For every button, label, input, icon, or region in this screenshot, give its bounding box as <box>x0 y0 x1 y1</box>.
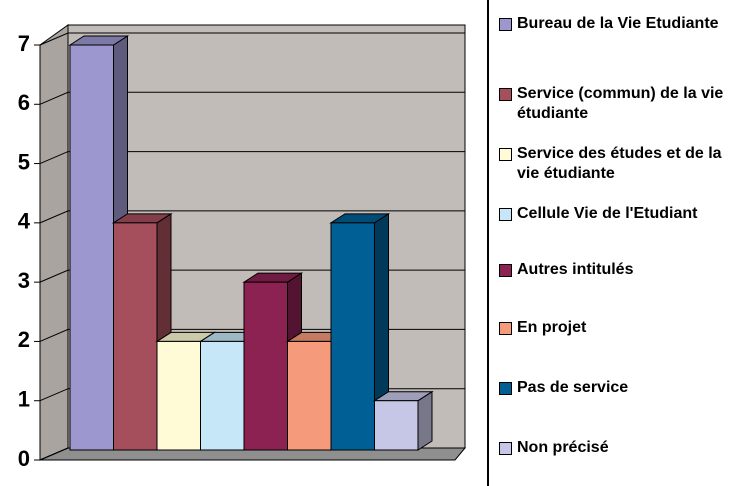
bar <box>372 390 434 451</box>
legend-label: Bureau de la Vie Etudiante <box>517 15 719 32</box>
bar-side <box>417 390 433 451</box>
legend-label: Autres intitulés <box>517 261 634 278</box>
grid-line <box>39 91 465 105</box>
bar-front <box>113 222 158 451</box>
legend-entry: En projet <box>499 318 731 338</box>
bar-front <box>200 340 245 451</box>
legend-label: Service des études et de la vie étudiant… <box>517 145 722 182</box>
legend-swatch <box>499 18 512 31</box>
y-tick-label: 3 <box>18 268 30 293</box>
legend-entry: Bureau de la Vie Etudiante <box>499 14 731 34</box>
legend-entry: Non précisé <box>499 438 731 458</box>
legend-swatch <box>499 88 512 101</box>
y-tick-label: 7 <box>18 31 30 56</box>
bar-front <box>156 340 201 451</box>
legend-swatch <box>499 148 512 161</box>
bar-front <box>243 281 288 451</box>
legend-swatch <box>499 322 512 335</box>
legend-entry: Cellule Vie de l'Etudiant <box>499 204 731 224</box>
bar <box>329 212 391 451</box>
legend-swatch <box>499 208 512 221</box>
legend-entry: Service (commun) de la vie étudiante <box>499 84 731 124</box>
legend-label: En projet <box>517 319 587 336</box>
y-tick-label: 2 <box>18 327 30 352</box>
legend-label: Cellule Vie de l'Etudiant <box>517 205 698 222</box>
legend-label: Pas de service <box>517 379 629 396</box>
grid-line <box>39 210 465 224</box>
legend: Bureau de la Vie Etudiante Service (commu… <box>487 0 736 486</box>
legend-label: Service (commun) de la vie étudiante <box>517 85 724 122</box>
y-tick-label: 5 <box>18 149 30 174</box>
legend-entry: Autres intitulés <box>499 260 731 280</box>
y-tick-label: 1 <box>18 387 30 412</box>
bar-front <box>69 44 114 451</box>
y-tick-label: 4 <box>18 209 31 234</box>
plot: 0 1 2 3 4 5 6 7 <box>18 24 467 471</box>
legend-swatch <box>499 264 512 277</box>
grid-line <box>39 32 465 46</box>
y-tick-label: 6 <box>18 90 30 115</box>
bar-front <box>374 400 419 451</box>
legend-entry: Pas de service <box>499 378 731 398</box>
legend-swatch <box>499 442 512 455</box>
grid-line <box>39 151 465 165</box>
bar-front <box>330 222 375 451</box>
legend-swatch <box>499 382 512 395</box>
legend-label: Non précisé <box>517 439 609 456</box>
y-tick-label: 0 <box>18 446 30 471</box>
legend-entry: Service des études et de la vie étudiant… <box>499 144 731 184</box>
bar-front <box>287 340 332 451</box>
